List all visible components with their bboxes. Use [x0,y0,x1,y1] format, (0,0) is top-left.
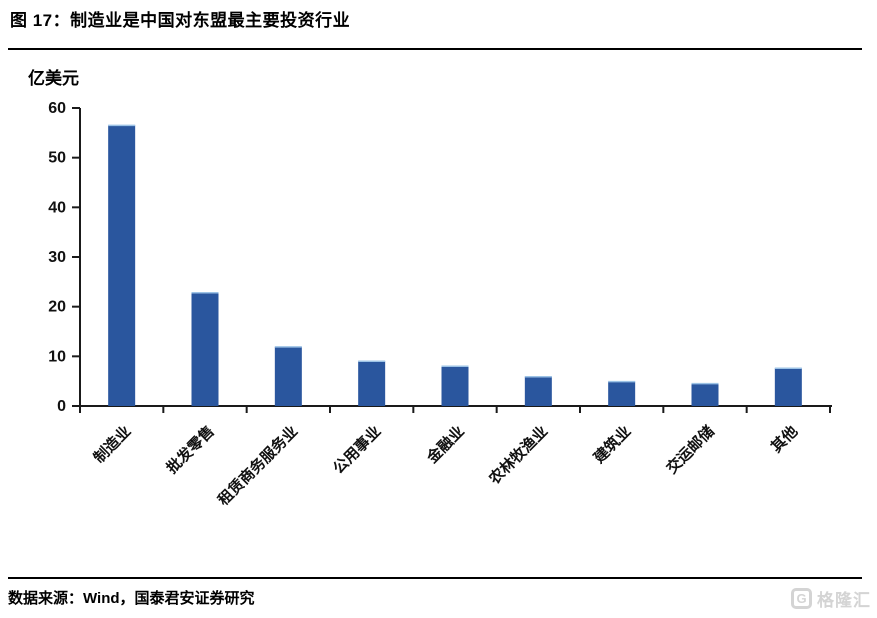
bar-chart: 0 10 20 30 40 50 60 制造业 批发零售租赁商务服务业 公用事业 金融业 农林牧渔业建… [48,100,832,509]
x-category-label: 交运邮储 [663,422,718,477]
source-note: 数据来源：Wind，国泰君安证券研究 [8,590,255,607]
x-category-label: 金融业 [423,422,468,467]
x-category-label: 农林牧渔业 [485,422,551,488]
y-tick-label: 30 [48,249,66,266]
y-tick-label: 50 [48,150,66,167]
footer-divider [8,577,862,579]
x-category-label: 其他 [767,422,801,456]
x-category-label: 制造业 [90,422,135,467]
bar-1 [191,292,219,406]
y-tick-label: 60 [48,100,66,117]
y-axis-unit-label: 亿美元 [28,69,79,88]
bar-8 [774,368,802,406]
bar-4 [441,366,469,406]
y-tick-label: 0 [57,398,66,415]
figure-title: 图 17：制造业是中国对东盟最主要投资行业 [10,11,351,30]
bar-0 [108,125,136,406]
watermark: G 格隆汇 [791,586,871,611]
x-category-label: 租赁商务服务业 [214,422,301,509]
bar-3 [358,361,386,406]
title-divider [8,48,862,50]
bar-2 [274,346,302,406]
y-tick-label: 10 [48,348,66,365]
y-tick-label: 20 [48,299,66,316]
bar-7 [691,383,719,406]
x-category-label: 公用事业 [329,422,384,477]
x-category-label: 批发零售 [163,422,218,477]
watermark-text: 格隆汇 [817,591,871,610]
x-category-label: 建筑业 [590,422,635,467]
bar-5 [524,376,552,406]
y-tick-label: 40 [48,199,66,216]
watermark-logo-icon: G [791,588,812,609]
bar-6 [608,381,636,406]
